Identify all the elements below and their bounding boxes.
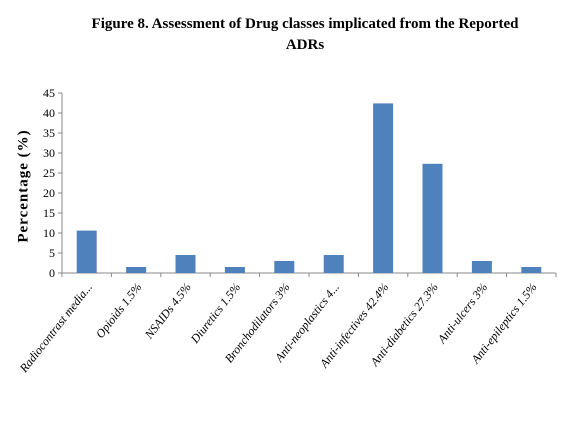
x-axis-labels: Radiocontrast media...Opioids 1.5%NSAIDs… — [16, 280, 540, 376]
y-tick-label: 0 — [49, 266, 55, 280]
bar — [175, 255, 196, 273]
bars — [76, 103, 542, 274]
chart-title-line-1: Figure 8. Assessment of Drug classes imp… — [91, 16, 519, 32]
y-tick-label: 5 — [49, 246, 55, 260]
y-tick-label: 40 — [43, 106, 55, 120]
bar — [126, 267, 147, 273]
y-tick-label: 10 — [43, 226, 55, 240]
chart-title: Figure 8. Assessment of Drug classes imp… — [60, 14, 550, 56]
y-tick-label: 45 — [43, 86, 55, 100]
y-tick-label: 35 — [43, 126, 55, 140]
bar — [471, 261, 492, 273]
bar — [274, 261, 295, 273]
x-category-label: NSAIDs 4.5% — [141, 280, 194, 342]
chart-title-line-2: ADRs — [285, 37, 325, 53]
x-category-label: Radiocontrast media... — [16, 280, 95, 376]
y-tick-label: 30 — [43, 146, 55, 160]
bar — [422, 163, 443, 273]
y-tick-label: 20 — [43, 186, 55, 200]
bar — [521, 267, 542, 273]
x-category-label: Anti-ulcers 3% — [434, 280, 490, 346]
bar — [76, 230, 97, 273]
bar — [373, 103, 394, 274]
bar — [224, 267, 245, 273]
y-tick-label: 15 — [43, 206, 55, 220]
bar — [323, 255, 344, 273]
axes — [61, 93, 557, 277]
x-category-label: Opioids 1.5% — [93, 280, 145, 341]
y-axis-ticks: 0 5 10 15 20 25 30 35 40 45 — [43, 86, 62, 280]
y-tick-label: 25 — [43, 166, 55, 180]
x-category-label: Diuretics 1.5% — [187, 280, 243, 346]
